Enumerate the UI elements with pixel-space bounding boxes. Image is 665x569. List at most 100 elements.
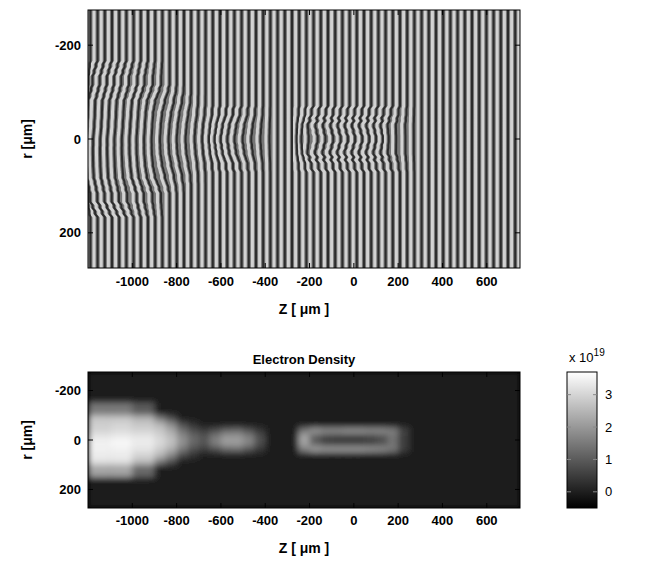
heatmap-cell (210, 440, 222, 447)
heatmap-cell (210, 446, 222, 453)
x-axis-title: Z [ μm ] (279, 540, 330, 556)
heatmap-cell (387, 465, 399, 478)
heatmap-cell (210, 428, 222, 435)
heatmap-cell (188, 421, 200, 428)
heatmap-cell (376, 477, 388, 508)
x-tick (220, 10, 221, 15)
heatmap-cell (265, 415, 299, 422)
heatmap-cell (365, 415, 377, 422)
heatmap-cell (188, 452, 200, 459)
heatmap-cell (177, 415, 189, 422)
heatmap-cell (177, 372, 189, 403)
heatmap-cell (321, 452, 333, 459)
heatmap-cell (254, 477, 266, 508)
heatmap-cell (254, 421, 266, 428)
heatmap-cell (110, 415, 133, 422)
heatmap-cell (188, 446, 200, 453)
heatmap-cell (199, 415, 211, 422)
heatmap-cell (387, 446, 399, 453)
x-tick (176, 263, 177, 268)
heatmap-cell (132, 428, 155, 435)
heatmap-cell (221, 446, 233, 453)
colorbar-label-exponent: 19 (594, 347, 606, 358)
heatmap-cell (354, 421, 366, 428)
heatmap-cell (254, 459, 266, 466)
y-tick (88, 232, 93, 233)
heatmap-cell (199, 403, 211, 416)
colorbar-tick-label: 0 (605, 484, 612, 499)
heatmap-cell (343, 434, 355, 441)
y-tick (515, 390, 520, 391)
heatmap-cell (298, 440, 310, 447)
heatmap-cell (332, 428, 344, 435)
heatmap-cell (243, 452, 255, 459)
heatmap-cell (88, 477, 111, 508)
heatmap-cell (154, 446, 166, 453)
heatmap-cell (154, 434, 166, 441)
heatmap-cell (387, 372, 399, 403)
heatmap-cell (166, 434, 178, 441)
heatmap-cell (265, 440, 299, 447)
heatmap-cell (243, 421, 255, 428)
heatmap-cell (199, 465, 211, 478)
x-tick (309, 503, 310, 508)
heatmap-cell (321, 434, 333, 441)
y-tick-label: 0 (74, 433, 81, 448)
heatmap-cell (376, 421, 388, 428)
heatmap-cell (310, 459, 322, 466)
heatmap-cell (365, 403, 377, 416)
heatmap-cell (365, 446, 377, 453)
heatmap-cell (354, 403, 366, 416)
heatmap-cell (188, 477, 200, 508)
heatmap-cell (298, 477, 310, 508)
heatmap-cell (310, 465, 322, 478)
x-tick-label: 200 (387, 513, 409, 528)
heatmap-cell (409, 446, 520, 453)
heatmap-cell (154, 421, 166, 428)
heatmap-cell (376, 428, 388, 435)
heatmap-cell (321, 415, 333, 422)
heatmap-cell (132, 372, 155, 403)
heatmap-cell (298, 372, 310, 403)
heatmap-cell (265, 452, 299, 459)
heatmap-cell (387, 403, 399, 416)
heatmap-cell (188, 403, 200, 416)
x-tick-label: -200 (297, 513, 323, 528)
heatmap-cell (409, 415, 520, 422)
heatmap-cell (343, 452, 355, 459)
heatmap-cell (199, 477, 211, 508)
heatmap-cell (177, 465, 189, 478)
heatmap-cell (343, 415, 355, 422)
heatmap-cell (398, 415, 410, 422)
heatmap-cell (376, 434, 388, 441)
x-tick (265, 10, 266, 15)
heatmap-cell (232, 440, 244, 447)
heatmap-cell (154, 459, 166, 466)
heatmap-cell (409, 428, 520, 435)
heatmap-cell (154, 403, 166, 416)
x-tick (176, 10, 177, 15)
heatmap-cell (310, 452, 322, 459)
x-tick-label: 0 (350, 274, 357, 289)
heatmap-cell (321, 440, 333, 447)
heatmap-cell (232, 428, 244, 435)
title: Electron Density (253, 352, 356, 367)
heatmap-cell (177, 403, 189, 416)
heatmap-cell (110, 434, 133, 441)
heatmap-cell (298, 446, 310, 453)
x-tick-label: 400 (432, 274, 454, 289)
heatmap-cell (332, 440, 344, 447)
heatmap-cell (110, 421, 133, 428)
heatmap-cell (254, 415, 266, 422)
heatmap-cell (265, 434, 299, 441)
heatmap-cell (298, 415, 310, 422)
y-tick (515, 139, 520, 140)
heatmap-cell (210, 372, 222, 403)
heatmap-cell (387, 452, 399, 459)
heatmap-cell (154, 452, 166, 459)
heatmap-cell (321, 465, 333, 478)
heatmap-cell (166, 372, 178, 403)
heatmap-cell (221, 434, 233, 441)
heatmap-cell (398, 452, 410, 459)
heatmap-cell (154, 440, 166, 447)
